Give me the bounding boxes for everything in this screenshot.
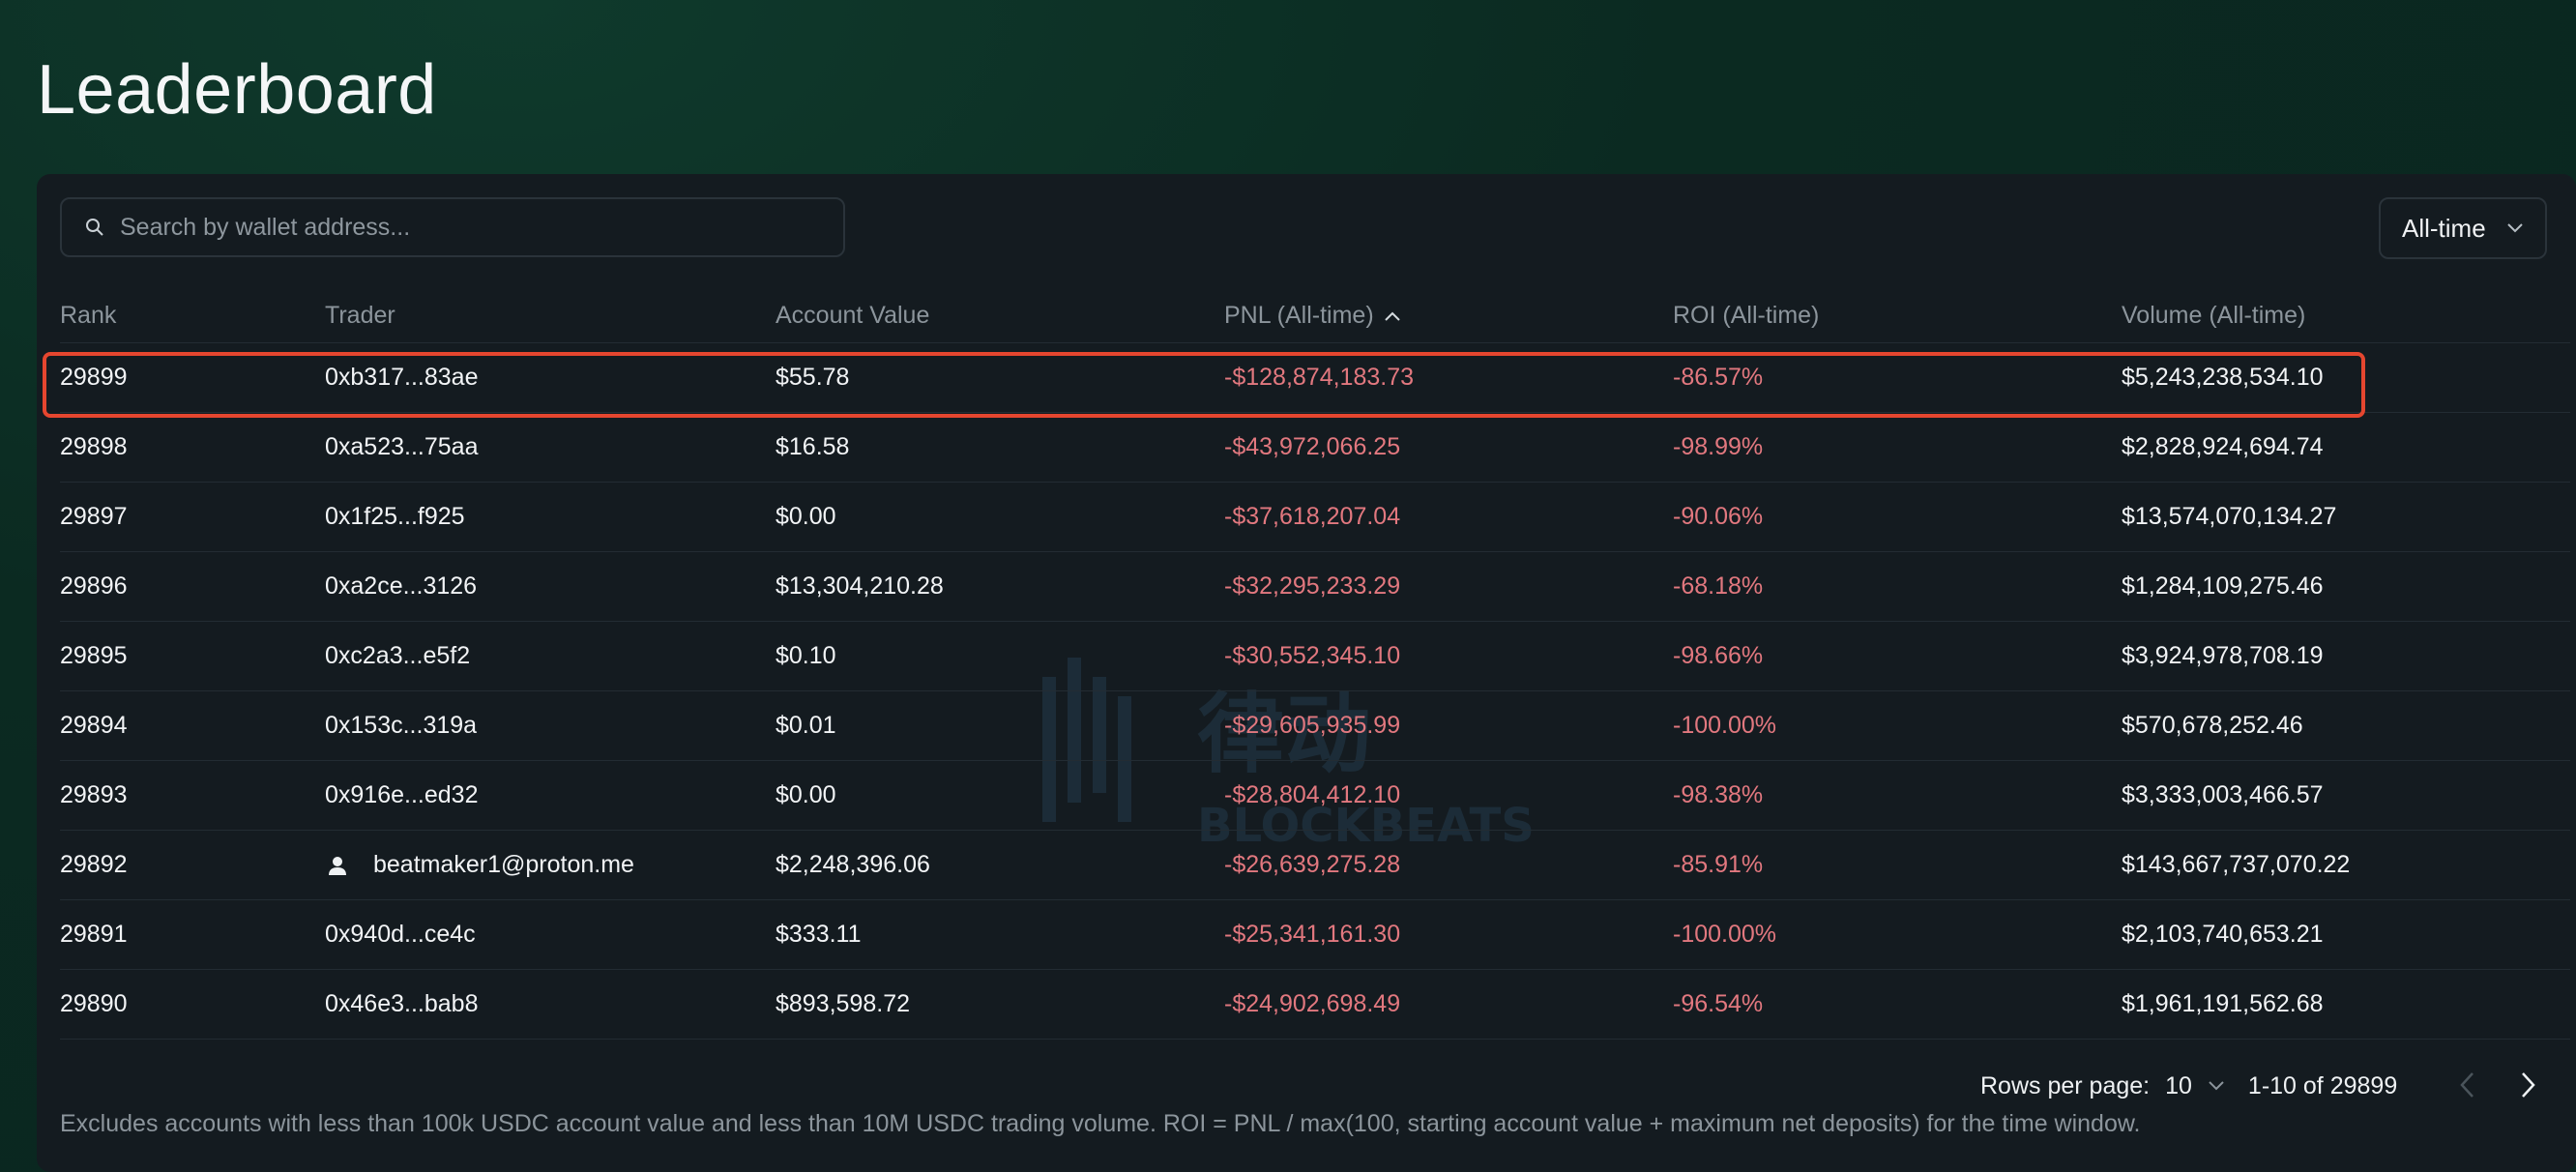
trader-cell[interactable]: 0xa523...75aa <box>325 412 776 483</box>
account-value-cell: $0.10 <box>776 621 1224 691</box>
rank-cell: 29892 <box>60 830 325 900</box>
trader-cell[interactable]: 0x46e3...bab8 <box>325 969 776 1040</box>
pnl-cell: -$32,295,233.29 <box>1224 551 1673 622</box>
volume-cell: $143,667,737,070.22 <box>2122 830 2570 900</box>
column-pnl-label: PNL (All-time) <box>1224 301 1374 329</box>
page-title: Leaderboard <box>37 51 437 129</box>
search-input[interactable]: Search by wallet address... <box>60 197 845 257</box>
column-account-value[interactable]: Account Value <box>776 288 1224 343</box>
table-row[interactable]: 29896 0xa2ce...3126 $13,304,210.28 -$32,… <box>60 551 2570 622</box>
time-range-value: All-time <box>2402 213 2486 243</box>
roi-cell: -86.57% <box>1673 342 2122 413</box>
pnl-cell: -$24,902,698.49 <box>1224 969 1673 1040</box>
footnote: Excludes accounts with less than 100k US… <box>60 1110 2141 1137</box>
trader-name: beatmaker1@proton.me <box>373 851 634 878</box>
rank-cell: 29899 <box>60 342 325 413</box>
pagination: Rows per page: 10 1-10 of 29899 <box>1980 1064 2561 1108</box>
sort-ascending-icon <box>1384 311 1400 321</box>
trader-cell[interactable]: 0x1f25...f925 <box>325 482 776 552</box>
rank-cell: 29893 <box>60 760 325 831</box>
roi-cell: -100.00% <box>1673 899 2122 970</box>
roi-cell: -98.66% <box>1673 621 2122 691</box>
volume-cell: $570,678,252.46 <box>2122 690 2570 761</box>
rows-per-page-select[interactable]: 10 <box>2165 1071 2192 1099</box>
user-icon <box>329 856 346 875</box>
time-range-select[interactable]: All-time <box>2379 197 2547 259</box>
table-row[interactable]: 29890 0x46e3...bab8 $893,598.72 -$24,902… <box>60 969 2570 1040</box>
column-volume[interactable]: Volume (All-time) <box>2122 288 2570 343</box>
account-value-cell: $16.58 <box>776 412 1224 483</box>
table-row[interactable]: 29892 beatmaker1@proton.me $2,248,396.06… <box>60 830 2570 900</box>
rank-cell: 29895 <box>60 621 325 691</box>
account-value-cell: $0.01 <box>776 690 1224 761</box>
pnl-cell: -$25,341,161.30 <box>1224 899 1673 970</box>
roi-cell: -90.06% <box>1673 482 2122 552</box>
volume-cell: $2,828,924,694.74 <box>2122 412 2570 483</box>
volume-cell: $3,333,003,466.57 <box>2122 760 2570 831</box>
pnl-cell: -$26,639,275.28 <box>1224 830 1673 900</box>
table-row[interactable]: 29894 0x153c...319a $0.01 -$29,605,935.9… <box>60 690 2570 761</box>
table-header-row: Rank Trader Account Value PNL (All-time)… <box>60 288 2570 343</box>
account-value-cell: $333.11 <box>776 899 1224 970</box>
leaderboard-panel: Search by wallet address... All-time 律动 … <box>37 174 2576 1172</box>
pnl-cell: -$128,874,183.73 <box>1224 342 1673 413</box>
column-trader[interactable]: Trader <box>325 288 776 343</box>
next-page-icon[interactable] <box>2518 1071 2537 1099</box>
pnl-cell: -$37,618,207.04 <box>1224 482 1673 552</box>
account-value-cell: $893,598.72 <box>776 969 1224 1040</box>
volume-cell: $13,574,070,134.27 <box>2122 482 2570 552</box>
chevron-down-icon <box>2507 223 2523 233</box>
roi-cell: -98.38% <box>1673 760 2122 831</box>
account-value-cell: $0.00 <box>776 482 1224 552</box>
volume-cell: $1,284,109,275.46 <box>2122 551 2570 622</box>
pnl-cell: -$28,804,412.10 <box>1224 760 1673 831</box>
chevron-down-icon[interactable] <box>2208 1080 2225 1092</box>
trader-cell[interactable]: 0x940d...ce4c <box>325 899 776 970</box>
roi-cell: -68.18% <box>1673 551 2122 622</box>
trader-cell[interactable]: 0xb317...83ae <box>325 342 776 413</box>
account-value-cell: $55.78 <box>776 342 1224 413</box>
pnl-cell: -$30,552,345.10 <box>1224 621 1673 691</box>
search-icon <box>86 219 103 236</box>
account-value-cell: $13,304,210.28 <box>776 551 1224 622</box>
table-row[interactable]: 29899 0xb317...83ae $55.78 -$128,874,183… <box>60 342 2570 413</box>
table-row[interactable]: 29895 0xc2a3...e5f2 $0.10 -$30,552,345.1… <box>60 621 2570 691</box>
trader-user: beatmaker1@proton.me <box>325 851 776 879</box>
roi-cell: -100.00% <box>1673 690 2122 761</box>
volume-cell: $3,924,978,708.19 <box>2122 621 2570 691</box>
trader-cell[interactable]: 0xa2ce...3126 <box>325 551 776 622</box>
pnl-cell: -$29,605,935.99 <box>1224 690 1673 761</box>
search-placeholder: Search by wallet address... <box>120 213 411 241</box>
trader-cell[interactable]: 0xc2a3...e5f2 <box>325 621 776 691</box>
table-row[interactable]: 29897 0x1f25...f925 $0.00 -$37,618,207.0… <box>60 482 2570 552</box>
column-pnl[interactable]: PNL (All-time) <box>1224 288 1673 343</box>
rank-cell: 29898 <box>60 412 325 483</box>
volume-cell: $5,243,238,534.10 <box>2122 342 2570 413</box>
volume-cell: $1,961,191,562.68 <box>2122 969 2570 1040</box>
trader-cell[interactable]: beatmaker1@proton.me <box>325 830 776 900</box>
volume-cell: $2,103,740,653.21 <box>2122 899 2570 970</box>
trader-cell[interactable]: 0x916e...ed32 <box>325 760 776 831</box>
rank-cell: 29891 <box>60 899 325 970</box>
pnl-cell: -$43,972,066.25 <box>1224 412 1673 483</box>
rows-per-page-label: Rows per page: <box>1980 1071 2151 1099</box>
previous-page-icon[interactable] <box>2458 1071 2477 1099</box>
roi-cell: -98.99% <box>1673 412 2122 483</box>
rank-cell: 29896 <box>60 551 325 622</box>
leaderboard-table: Rank Trader Account Value PNL (All-time)… <box>60 288 2570 1040</box>
trader-cell[interactable]: 0x153c...319a <box>325 690 776 761</box>
roi-cell: -96.54% <box>1673 969 2122 1040</box>
table-row[interactable]: 29898 0xa523...75aa $16.58 -$43,972,066.… <box>60 412 2570 483</box>
account-value-cell: $2,248,396.06 <box>776 830 1224 900</box>
page-range: 1-10 of 29899 <box>2247 1071 2398 1099</box>
column-roi[interactable]: ROI (All-time) <box>1673 288 2122 343</box>
rank-cell: 29897 <box>60 482 325 552</box>
roi-cell: -85.91% <box>1673 830 2122 900</box>
table-row[interactable]: 29893 0x916e...ed32 $0.00 -$28,804,412.1… <box>60 760 2570 831</box>
column-rank[interactable]: Rank <box>60 288 325 343</box>
table-row[interactable]: 29891 0x940d...ce4c $333.11 -$25,341,161… <box>60 899 2570 970</box>
rank-cell: 29894 <box>60 690 325 761</box>
rank-cell: 29890 <box>60 969 325 1040</box>
account-value-cell: $0.00 <box>776 760 1224 831</box>
